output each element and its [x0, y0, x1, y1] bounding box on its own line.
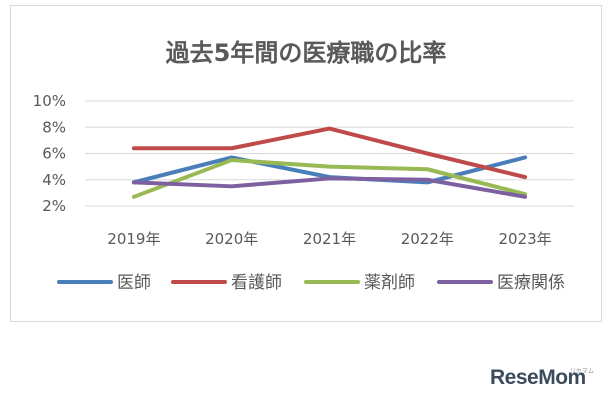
- chart-frame: 過去5年間の医療職の比率 2% 4% 6% 8% 10% 2019年 2020年 2021年…: [10, 5, 602, 322]
- legend-label: 医療関係: [497, 273, 565, 293]
- resemom-logo: ReseMom リセマム: [490, 366, 610, 398]
- resemom-logo-text: ReseMom: [490, 366, 586, 389]
- legend-label: 医師: [117, 273, 151, 293]
- x-tick-label: 2020年: [205, 230, 258, 248]
- y-tick-label: 4%: [42, 171, 66, 189]
- x-tick-label: 2019年: [107, 230, 160, 248]
- legend-label: 薬剤師: [364, 273, 415, 293]
- chart-title: 過去5年間の医療職の比率: [166, 39, 447, 67]
- y-tick-label: 2%: [42, 197, 66, 215]
- y-tick-label: 10%: [33, 92, 66, 110]
- x-tick-label: 2022年: [401, 230, 454, 248]
- y-tick-label: 8%: [42, 118, 66, 136]
- x-tick-label: 2023年: [499, 230, 552, 248]
- y-tick-label: 6%: [42, 145, 66, 163]
- x-tick-label: 2021年: [303, 230, 356, 248]
- legend-label: 看護師: [231, 273, 282, 293]
- series-line-1: [131, 126, 528, 180]
- line-chart: 過去5年間の医療職の比率 2% 4% 6% 8% 10% 2019年 2020年 2021年…: [33, 39, 574, 293]
- resemom-logo-subtext: リセマム: [570, 368, 595, 375]
